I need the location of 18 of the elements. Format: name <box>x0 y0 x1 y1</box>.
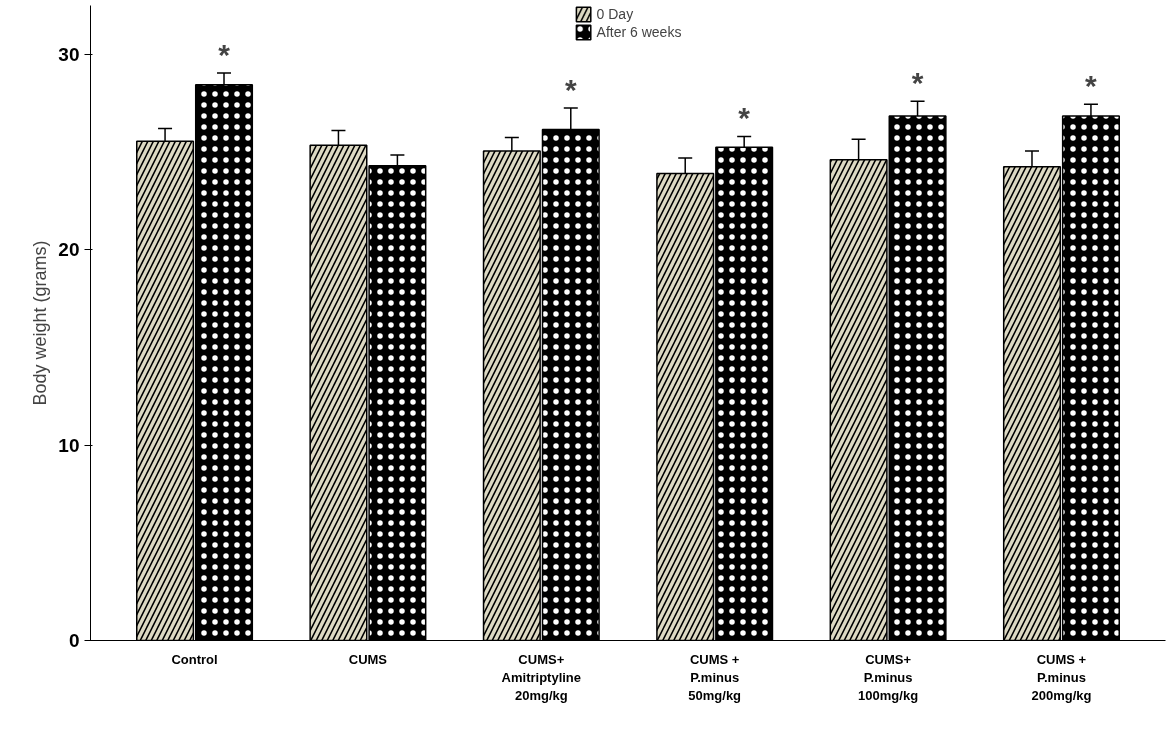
legend-label: 0 Day <box>596 6 634 22</box>
annotation: * <box>738 101 751 135</box>
x-tick-label: CUMS <box>348 651 388 667</box>
x-tick-label: CUMS+ P.minus 100mg/kg <box>858 651 919 703</box>
y-tick-label: 20 <box>58 239 80 261</box>
y-axis-title: Body weight (grams) <box>30 240 51 406</box>
y-tick-label: 10 <box>58 434 80 456</box>
x-tick-label: CUMS+ Amitriptyline 20mg/kg <box>501 651 582 703</box>
annotation: * <box>564 73 577 107</box>
annotation: * <box>911 66 924 100</box>
y-tick-label: 30 <box>58 43 80 65</box>
x-tick-label: Control <box>171 651 218 667</box>
annotation: * <box>1085 69 1098 103</box>
x-tick-label: CUMS + P.minus 50mg/kg <box>688 651 742 703</box>
y-tick-label: 0 <box>68 630 80 651</box>
annotation: * <box>218 37 231 71</box>
x-tick-label: CUMS + P.minus 200mg/kg <box>1031 651 1092 703</box>
legend-label: After 6 weeks <box>596 24 682 40</box>
